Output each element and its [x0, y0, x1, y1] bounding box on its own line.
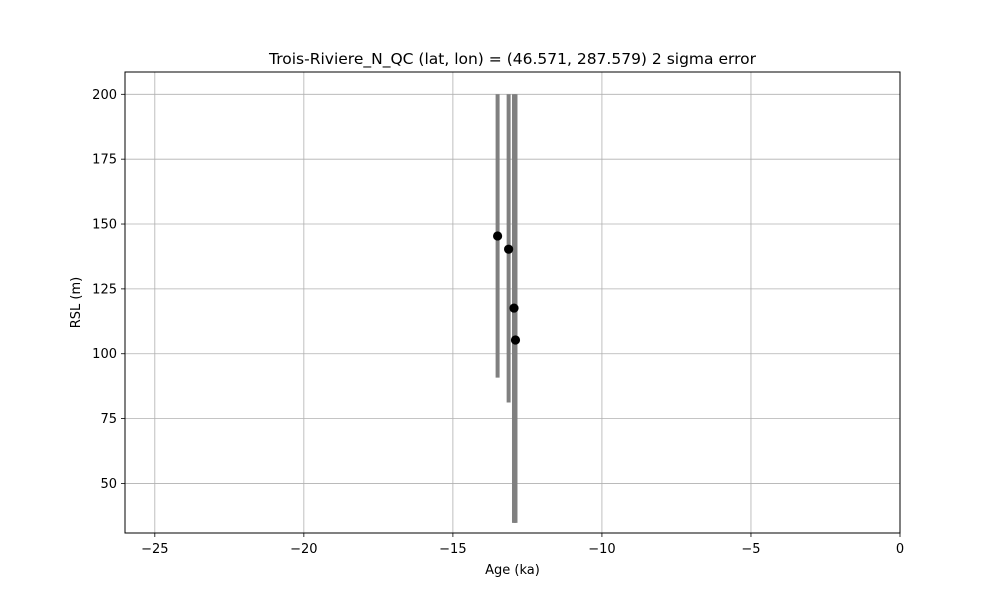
- y-tick-label: 200: [92, 88, 117, 103]
- x-tick-label: −15: [439, 542, 466, 557]
- y-axis-ticks: 50 75 100 125 150 175 200: [92, 88, 125, 492]
- x-axis-ticks: −25 −20 −15 −10 −5 0: [141, 533, 904, 557]
- plot-frame: [124, 71, 901, 534]
- y-tick-label: 150: [92, 218, 117, 233]
- y-tick-label: 125: [92, 282, 117, 297]
- y-tick-label: 75: [100, 412, 117, 427]
- data-points: [492, 231, 521, 345]
- x-tick-label: −20: [290, 542, 317, 557]
- data-point-3: [509, 303, 519, 313]
- x-tick-label: −5: [741, 542, 760, 557]
- data-point-1: [492, 231, 503, 241]
- y-tick-label: 50: [100, 477, 117, 492]
- chart-title: Trois-Riviere_N_QC (lat, lon) = (46.571,…: [268, 50, 757, 69]
- y-axis-label: RSL (m): [69, 277, 84, 328]
- y-tick-label: 175: [92, 153, 117, 168]
- data-point-2: [504, 244, 514, 254]
- y-tick-label: 100: [92, 347, 117, 362]
- x-tick-label: −25: [141, 542, 168, 557]
- data-point-4: [510, 335, 521, 345]
- x-axis-label: Age (ka): [485, 563, 540, 578]
- x-tick-label: −10: [588, 542, 615, 557]
- x-tick-label: 0: [896, 542, 904, 557]
